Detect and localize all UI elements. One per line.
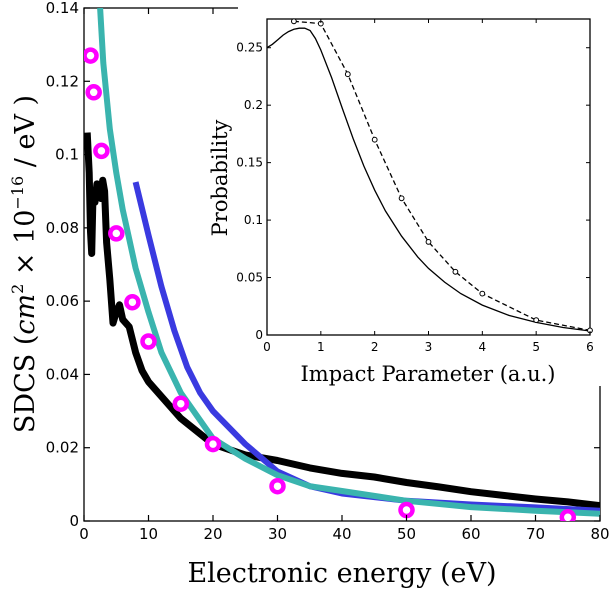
main-x-tick-label: 30 (268, 525, 287, 543)
main-x-tick-label: 0 (79, 525, 89, 543)
main-marker-point (140, 333, 157, 350)
inset-x-tick-label: 1 (317, 340, 325, 354)
main-y-tick-label: 0.06 (46, 292, 79, 310)
inset-marker-point (398, 195, 405, 202)
main-marker-point (269, 477, 286, 495)
main-series-line-teal (97, 8, 600, 517)
y-label-suffix: / eV ) (10, 95, 41, 176)
y-label-prefix: SDCS ( (10, 335, 41, 433)
inset-marker-point (452, 268, 459, 275)
main-marker-point (108, 225, 125, 242)
inset-x-tick-label: 6 (586, 340, 594, 354)
main-marker-point (93, 142, 110, 160)
main-marker-point (398, 501, 415, 519)
inset-background (238, 6, 610, 386)
inset-y-axis-ticks: 0 0.05 0.1 0.15 0.2 0.25 (236, 41, 590, 342)
inset-chart: 0 1 2 3 4 5 6 0 0.05 0.1 0.15 0.2 0.25 Impact Param… (208, 6, 610, 386)
inset-x-tick-label: 0 (263, 340, 271, 354)
inset-marker-point (479, 290, 486, 297)
main-marker-point (204, 435, 222, 453)
main-y-tick-label: 0.02 (46, 439, 79, 457)
inset-y-axis-label: Probability (208, 120, 232, 237)
main-marker-point (85, 84, 102, 101)
main-chart: 0 10 20 30 40 50 60 70 80 00.020.040.060.080.10.… (8, 0, 610, 589)
inset-x-axis-label: Impact Parameter (a.u.) (300, 362, 555, 386)
main-x-tick-label: 80 (590, 525, 609, 543)
main-x-tick-label: 40 (332, 525, 351, 543)
inset-y-tick-label: 0 (255, 328, 263, 342)
inset-y-tick-label: 0.25 (236, 41, 263, 55)
main-y-tick-label: 0.12 (46, 72, 79, 90)
inset-x-axis-ticks: 0 1 2 3 4 5 6 (263, 19, 594, 354)
inset-x-tick-label: 5 (532, 340, 540, 354)
y-label-exponent-2: 2 (8, 284, 27, 294)
main-series-group (84, 8, 600, 521)
inset-x-tick-label: 3 (425, 340, 433, 354)
inset-y-tick-label: 0.2 (244, 98, 263, 112)
y-label-exponent-16: −16 (8, 176, 27, 210)
main-y-tick-label: 0 (69, 512, 79, 530)
main-x-tick-label: 70 (526, 525, 545, 543)
inset-series-line-solid (266, 27, 591, 332)
inset-x-tick-label: 2 (371, 340, 379, 354)
inset-y-tick-label: 0.15 (236, 156, 263, 170)
main-y-tick-label: 0.04 (46, 365, 79, 383)
inset-y-tick-label: 0.05 (236, 271, 263, 285)
main-y-tick-label: 0.08 (46, 219, 79, 237)
main-y-tick-label: 0.1 (55, 146, 79, 164)
main-x-tick-label: 60 (461, 525, 480, 543)
inset-series-group (266, 18, 593, 334)
main-marker-point (84, 47, 99, 64)
inset-marker-point (291, 18, 297, 25)
y-label-unit-cm: cm (10, 294, 41, 335)
main-marker-point (124, 293, 141, 311)
inset-marker-point (371, 136, 378, 143)
main-y-axis-label: SDCS (cm2 × 10−16 / eV ) (8, 95, 41, 433)
y-label-times-ten: × 10 (10, 210, 41, 284)
main-x-tick-label: 50 (397, 525, 416, 543)
main-x-axis-ticks: 0 10 20 30 40 50 60 70 80 (79, 8, 610, 543)
inset-marker-point (344, 71, 351, 78)
main-x-tick-label: 20 (203, 525, 222, 543)
inset-x-tick-label: 4 (479, 340, 487, 354)
main-marker-point (559, 509, 577, 521)
main-marker-point (172, 395, 190, 412)
inset-marker-point (425, 239, 432, 245)
main-x-axis-label: Electronic energy (eV) (187, 558, 496, 589)
inset-marker-point (533, 317, 540, 324)
main-x-tick-label: 10 (139, 525, 158, 543)
main-y-axis-ticks: 00.020.040.060.080.10.120.14 (46, 0, 600, 530)
main-y-tick-label: 0.14 (46, 0, 79, 17)
main-series-line-black (84, 132, 600, 510)
inset-y-tick-label: 0.1 (244, 213, 263, 227)
